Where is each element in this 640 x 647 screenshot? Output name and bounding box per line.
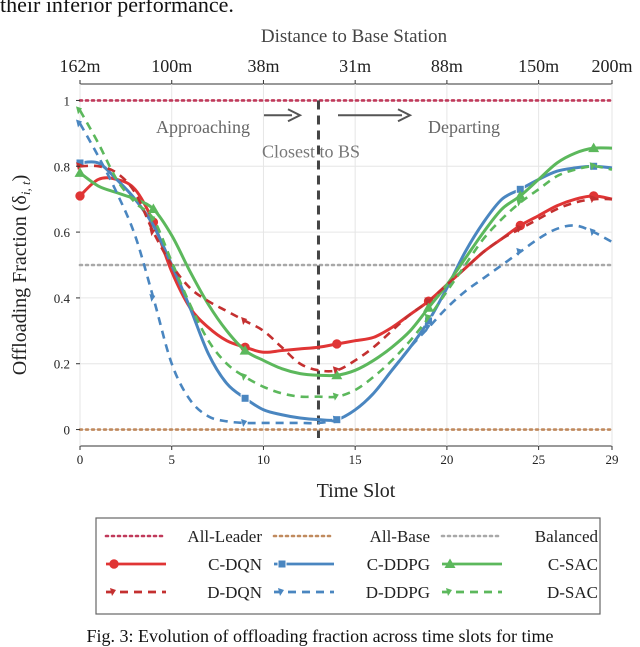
point-d-ddpg	[76, 119, 82, 128]
point-c-sac	[423, 302, 435, 312]
annotation-departing: Departing	[428, 117, 500, 137]
top-tick-label: 150m	[518, 56, 559, 76]
top-tick-label: 200m	[591, 56, 632, 76]
grid-layer	[79, 83, 613, 447]
point-c-sac	[331, 369, 343, 380]
point-d-ddpg	[241, 418, 248, 427]
legend: All-Leader All-Base Balanced C-DQN C-DDPG C-S…	[95, 517, 601, 615]
series-line-c-ddpg	[79, 160, 613, 422]
point-d-ddpg	[589, 228, 596, 237]
annotation-approaching: Approaching	[156, 117, 250, 137]
departing-arrow-head	[397, 108, 413, 123]
legend-label-c-sac: C-SAC	[548, 555, 598, 574]
point-c-ddpg	[240, 393, 250, 403]
legend-marker-c-dqn	[109, 559, 119, 569]
y-axis-label-main: Offloading Fraction (δ	[9, 195, 31, 375]
point-d-dqn	[516, 224, 523, 233]
y-axis-label: Offloading Fraction (δi, t)	[9, 175, 33, 376]
top-tick-label: 88m	[431, 56, 463, 76]
legend-marker-c-sac	[444, 558, 456, 568]
body-text-fragment: their inferior performance.	[0, 0, 234, 17]
point-d-sac	[241, 372, 248, 381]
annotation-closest-to-bs: Closest to BS	[262, 141, 360, 161]
x-tick-label: 0	[77, 452, 84, 467]
annotations: Approaching Departing Closest to BS	[156, 100, 500, 438]
point-d-ddpg	[332, 415, 339, 424]
legend-box	[95, 517, 601, 615]
axes-layer: Distance to Base Station Time Slot Offlo…	[9, 26, 633, 502]
y-axis-label-subscript: i, t	[18, 181, 33, 195]
point-d-sac	[589, 162, 596, 171]
point-d-dqn	[241, 316, 248, 325]
point-d-ddpg	[516, 247, 523, 256]
x-tick-label: 10	[257, 452, 270, 467]
legend-marker-d-dqn	[110, 588, 116, 596]
point-d-dqn	[332, 366, 339, 375]
x-tick-label: 5	[168, 452, 175, 467]
point-c-sac	[514, 190, 526, 200]
top-axis-title: Distance to Base Station	[261, 26, 448, 47]
point-c-sac	[147, 203, 159, 214]
series-line-d-ddpg	[78, 122, 613, 425]
series-line-d-dqn	[79, 164, 613, 373]
legend-label-d-ddpg: D-DDPG	[366, 583, 430, 602]
legend-label-c-dqn: C-DQN	[208, 555, 262, 574]
top-tick-label: 100m	[151, 56, 192, 76]
y-tick-label: 0.2	[54, 357, 70, 372]
point-d-ddpg	[149, 293, 156, 302]
point-d-sac	[424, 313, 431, 322]
point-c-sac	[588, 142, 600, 153]
x-tick-label: 25	[532, 452, 545, 467]
point-d-dqn	[149, 228, 156, 237]
point-d-dqn	[589, 195, 596, 204]
legend-label-all-base: All-Base	[370, 527, 430, 546]
x-tick-label: 29	[606, 452, 619, 467]
y-tick-label: 0.8	[54, 159, 70, 174]
point-c-dqn	[75, 191, 85, 201]
legend-marker-d-ddpg	[278, 588, 284, 596]
reference-lines	[78, 99, 614, 431]
legend-marker-c-ddpg	[277, 559, 287, 569]
top-tick-label: 38m	[247, 56, 279, 76]
legend-label-d-sac: D-SAC	[547, 583, 598, 602]
point-d-sac	[149, 214, 156, 223]
x-tick-label: 20	[440, 452, 453, 467]
legend-label-balanced: Balanced	[535, 527, 599, 546]
legend-marker-d-sac	[446, 588, 452, 596]
y-tick-label: 0	[64, 423, 71, 438]
y-tick-label: 0.4	[54, 291, 71, 306]
y-axis-label-close: )	[9, 175, 31, 182]
point-c-sac	[74, 167, 86, 177]
point-c-dqn	[332, 339, 342, 349]
point-d-sac	[332, 392, 339, 401]
point-d-ddpg	[424, 323, 431, 332]
y-tick-label: 1	[64, 93, 71, 108]
series-layer	[74, 106, 613, 427]
legend-label-c-ddpg: C-DDPG	[367, 555, 430, 574]
point-d-dqn	[424, 297, 431, 306]
x-tick-label: 15	[349, 452, 362, 467]
top-tick-label: 162m	[59, 56, 100, 76]
x-axis-label: Time Slot	[317, 480, 396, 502]
point-d-sac	[76, 106, 82, 115]
series-line-d-sac	[78, 109, 613, 399]
top-tick-label: 31m	[339, 56, 371, 76]
y-tick-label: 0.6	[54, 225, 71, 240]
legend-label-all-leader: All-Leader	[187, 527, 262, 546]
approaching-arrow-head	[287, 108, 303, 123]
figure-caption: Fig. 3: Evolution of offloading fraction…	[86, 626, 554, 646]
point-c-sac	[239, 345, 251, 355]
legend-label-d-dqn: D-DQN	[207, 583, 262, 602]
point-d-sac	[516, 198, 523, 207]
